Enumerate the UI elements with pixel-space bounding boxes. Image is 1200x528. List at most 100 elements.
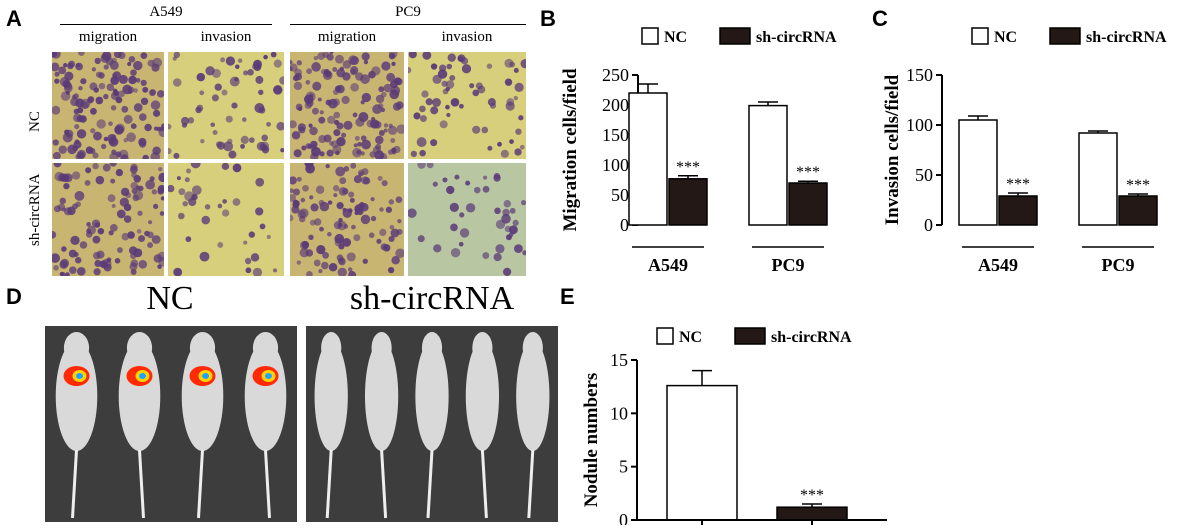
cell-stain: [188, 197, 197, 207]
cell-stain: [335, 166, 346, 177]
cell-stain: [339, 177, 347, 185]
cell-stain: [110, 224, 118, 232]
cell-stain: [75, 63, 80, 68]
cell-stain: [387, 125, 398, 135]
cell-stain: [353, 143, 358, 148]
cell-stain: [123, 114, 133, 124]
cell-stain: [180, 116, 190, 126]
cell-stain: [358, 171, 363, 177]
cell-stain: [442, 177, 448, 183]
cell-stain: [370, 119, 380, 129]
mouse: [516, 332, 550, 519]
bar-sh-circrna: [998, 195, 1038, 226]
cell-stain: [225, 115, 233, 123]
mouse-head: [472, 332, 493, 364]
photo-mice-nc: [45, 326, 297, 522]
cell-stain: [449, 202, 459, 212]
cell-stain: [441, 80, 448, 87]
mouse: [118, 332, 161, 519]
cell-stain: [327, 231, 332, 237]
cell-stain: [333, 111, 341, 119]
cell-stain: [328, 262, 338, 272]
row-label-sh-circrna: sh-circRNA: [27, 173, 43, 246]
cell-stain: [370, 215, 377, 222]
cell-stain: [502, 267, 512, 276]
cell-stain: [446, 112, 451, 118]
cell-stain: [190, 163, 201, 169]
cell-stain: [259, 223, 266, 230]
cell-stain: [438, 64, 447, 72]
mouse-body: [516, 341, 550, 451]
cell-stain: [152, 109, 161, 117]
cell-stain: [353, 175, 362, 184]
cell-stain: [417, 235, 425, 243]
cell-stain: [290, 214, 294, 222]
cell-stain: [350, 66, 359, 75]
cell-stain: [332, 185, 340, 192]
cell-stain: [338, 187, 348, 196]
cell-stain: [336, 202, 344, 210]
cell-stain: [305, 143, 312, 149]
bar-nc: [748, 104, 788, 226]
cell-stain: [129, 262, 138, 271]
cell-stain: [349, 197, 355, 203]
cell-stain: [73, 251, 79, 257]
cell-stain: [350, 163, 357, 169]
significance-mark: ***: [800, 487, 824, 504]
cell-stain: [93, 268, 101, 276]
cell-stain: [221, 89, 228, 96]
mouse: [244, 332, 287, 519]
cell-stain: [303, 94, 314, 105]
y-axis-label: Migration cells/field: [560, 68, 581, 231]
cell-stain: [144, 123, 152, 132]
cell-stain: [110, 76, 120, 85]
cell-stain: [518, 115, 524, 121]
mouse-body: [364, 341, 399, 451]
cell-stain: [290, 194, 297, 202]
photo-mice-sh-circrna: [306, 326, 558, 522]
cell-stain: [130, 123, 137, 129]
mouse-head: [252, 332, 279, 364]
cell-stain: [125, 192, 132, 199]
cell-stain: [297, 106, 303, 111]
cell-stain: [396, 124, 404, 134]
cell-stain: [380, 107, 386, 113]
cell-stain: [52, 62, 60, 72]
cell-stain: [297, 123, 306, 132]
cell-stain: [60, 91, 71, 101]
micrograph-a549-migration-nc: [52, 52, 164, 159]
cell-stain: [53, 205, 61, 213]
cell-stain: [127, 86, 135, 94]
cell-stain: [333, 129, 341, 137]
cell-stain: [325, 163, 330, 169]
y-tick-label: 50: [915, 165, 933, 185]
cell-stain: [211, 94, 219, 102]
cell-stain: [94, 259, 102, 268]
cell-stain: [228, 150, 237, 159]
cell-stain: [123, 215, 132, 223]
y-tick-label: 10: [610, 403, 628, 423]
cell-stain: [383, 244, 391, 252]
cell-stain: [508, 232, 514, 238]
cell-stain: [118, 149, 129, 159]
mouse-tail: [527, 449, 535, 519]
cell-stain: [256, 141, 266, 151]
cell-stain: [332, 98, 340, 107]
cell-stain: [469, 83, 475, 89]
cell-stain: [308, 234, 314, 241]
cell-stain: [61, 207, 66, 212]
cell-stain: [509, 207, 516, 214]
cell-stain: [388, 235, 395, 243]
cell-stain: [445, 80, 455, 89]
micrograph-pc9-invasion-nc: [408, 52, 526, 159]
cell-stain: [64, 71, 74, 81]
cell-stain: [493, 172, 501, 180]
cell-stain: [388, 199, 395, 205]
cell-stain: [450, 247, 461, 258]
significance-mark: ***: [1126, 177, 1150, 194]
cell-stain: [231, 102, 238, 109]
cell-stain: [301, 241, 310, 249]
chart-e: 0 5 10 15 Nodule numbers NC sh-circRNA ***: [581, 327, 887, 525]
cell-stain: [53, 265, 59, 271]
cell-stain: [136, 229, 142, 234]
